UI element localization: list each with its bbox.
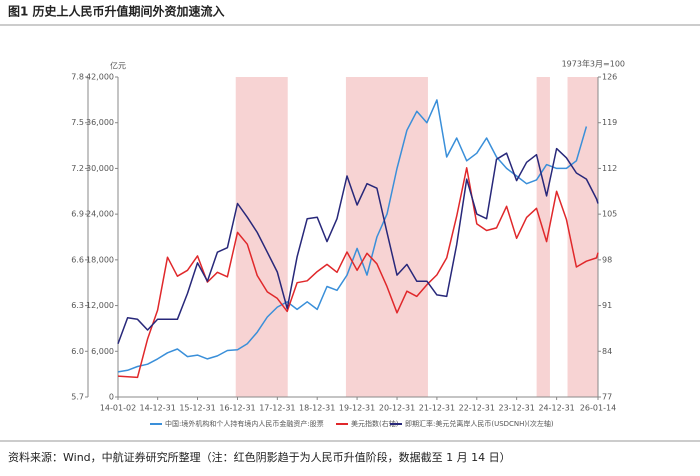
source-note: 资料来源：Wind，中航证券研究所整理（注：红色阴影趋于为人民币升值阶段，数据截… (8, 450, 511, 464)
legend-label: 即期汇率:美元兑离岸人民币(USDCNH)(次左轴) (405, 419, 554, 428)
series-line (117, 147, 599, 344)
tick-label: 119 (602, 118, 617, 127)
tick-label: 18,000 (86, 255, 114, 264)
tick-label: 105 (602, 210, 617, 219)
legend-label: 中国:境外机构和个人持有境内人民币金融资产:股票 (165, 419, 324, 428)
tick-label: 30,000 (86, 164, 114, 173)
shade-band (345, 77, 428, 397)
tick-label: 6.0 (71, 347, 84, 356)
tick-label: 36,000 (86, 118, 114, 127)
tick-label: 112 (602, 164, 617, 173)
y-unit: 亿元 (110, 61, 126, 71)
tick-label: 24,000 (86, 210, 114, 219)
tick-label: 77 (602, 393, 612, 402)
x-tick-label: 21-12-31 (419, 404, 455, 413)
tick-label: 12,000 (86, 301, 114, 310)
tick-label: 98 (602, 255, 612, 264)
tick-label: 91 (602, 301, 612, 310)
x-tick-label: 18-12-31 (299, 404, 335, 413)
x-tick-label: 16-12-31 (219, 404, 255, 413)
x-tick-label: 19-12-31 (339, 404, 375, 413)
tick-label: 6.9 (71, 210, 84, 219)
y2-unit: 1973年3月=100 (562, 59, 625, 69)
tick-label: 6.6 (71, 255, 84, 264)
shade-band (567, 77, 598, 397)
chart-title: 图1 历史上人民币升值期间外资加速流入 (8, 4, 225, 19)
tick-label: 7.5 (71, 118, 84, 127)
x-tick-label: 15-12-31 (179, 404, 215, 413)
tick-label: 0 (109, 393, 114, 402)
tick-label: 42,000 (86, 73, 114, 82)
tick-label: 7.8 (71, 73, 84, 82)
x-tick-label: 20-12-31 (379, 404, 415, 413)
tick-label: 7.2 (71, 164, 84, 173)
x-tick-label: 23-12-31 (498, 404, 534, 413)
series-line (117, 167, 599, 379)
x-tick-label: 14-01-02 (100, 404, 136, 413)
x-tick-label: 17-12-31 (259, 404, 295, 413)
tick-label: 5.7 (71, 393, 84, 402)
shade-band (235, 77, 288, 397)
x-tick-label: 22-12-31 (459, 404, 495, 413)
x-tick-label: 24-12-31 (538, 404, 574, 413)
tick-label: 6,000 (91, 347, 114, 356)
tick-label: 126 (602, 73, 617, 82)
shade-band (536, 77, 550, 397)
x-tick-label: 14-12-31 (139, 404, 175, 413)
x-tick-label: 26-01-14 (580, 404, 616, 413)
legend-label: 美元指数(右轴) (351, 419, 399, 428)
tick-label: 84 (602, 347, 612, 356)
tick-label: 6.3 (71, 301, 84, 310)
